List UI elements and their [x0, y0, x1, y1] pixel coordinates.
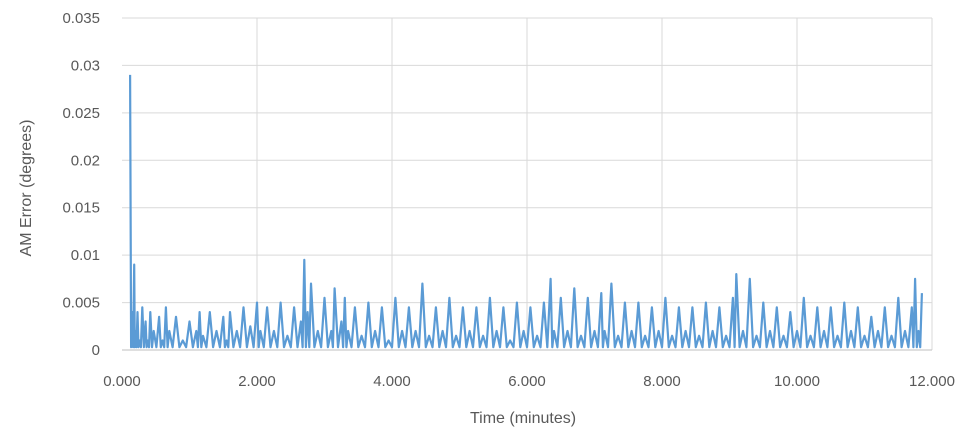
y-tick-label: 0.03 [71, 57, 100, 74]
y-tick-label: 0.035 [62, 10, 100, 27]
y-tick-label: 0.02 [71, 152, 100, 169]
x-tick-labels: 0.000 2.000 4.000 6.000 8.000 10.000 12.000 [103, 373, 955, 390]
x-tick-label: 6.000 [508, 373, 546, 390]
y-tick-label: 0.01 [71, 247, 100, 264]
y-tick-label: 0.015 [62, 200, 100, 217]
series-line [129, 74, 923, 349]
y-tick-label: 0.025 [62, 105, 100, 122]
y-tick-labels: 0 0.005 0.01 0.015 0.02 0.025 0.03 0.035 [62, 10, 100, 359]
y-axis-title: AM Error (degrees) [18, 120, 35, 257]
x-tick-label: 10.000 [774, 373, 820, 390]
y-tick-label: 0 [92, 342, 100, 359]
x-tick-label: 12.000 [909, 373, 955, 390]
y-tick-label: 0.005 [62, 295, 100, 312]
x-tick-label: 2.000 [238, 373, 276, 390]
gridlines [122, 17, 933, 350]
x-tick-label: 4.000 [373, 373, 411, 390]
x-tick-label: 0.000 [103, 373, 141, 390]
series-layer [129, 74, 923, 349]
x-axis-title: Time (minutes) [470, 410, 576, 427]
x-tick-label: 8.000 [643, 373, 681, 390]
